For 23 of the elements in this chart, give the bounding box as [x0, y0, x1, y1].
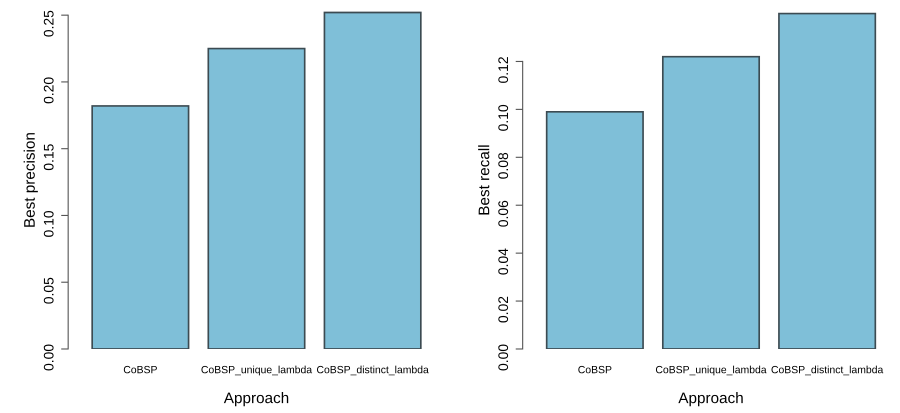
y-tick-label: 0.25	[44, 10, 54, 37]
x-tick-label: CoBSP_distinct_lambda	[771, 366, 884, 376]
x-tick-label: CoBSP_unique_lambda	[656, 366, 767, 376]
x-axis-title: Approach	[224, 392, 288, 406]
y-tick-label: 0.15	[44, 144, 54, 170]
y-tick-label: 0.00	[44, 344, 54, 370]
y-tick-label: 0.02	[498, 296, 508, 323]
y-tick-label: 0.04	[498, 248, 508, 275]
y-tick-label: 0.20	[44, 77, 54, 104]
y-tick-label: 0.00	[498, 344, 508, 370]
y-axis-title: Best recall	[478, 145, 490, 214]
x-tick-label: CoBSP_unique_lambda	[201, 366, 312, 376]
y-tick-label: 0.12	[498, 57, 508, 83]
y-tick-label: 0.05	[44, 278, 54, 304]
y-tick-label: 0.10	[498, 104, 508, 131]
x-tick-label: CoBSP	[124, 366, 157, 374]
x-tick-label: CoBSP	[578, 366, 612, 374]
y-tick-label: 0.10	[44, 210, 54, 237]
y-tick-label: 0.08	[498, 152, 508, 179]
y-axis-title: Best precision	[24, 133, 38, 227]
y-tick-label: 0.06	[498, 200, 508, 227]
x-axis-title: Approach	[678, 392, 743, 406]
x-tick-label: CoBSP_distinct_lambda	[316, 366, 429, 376]
